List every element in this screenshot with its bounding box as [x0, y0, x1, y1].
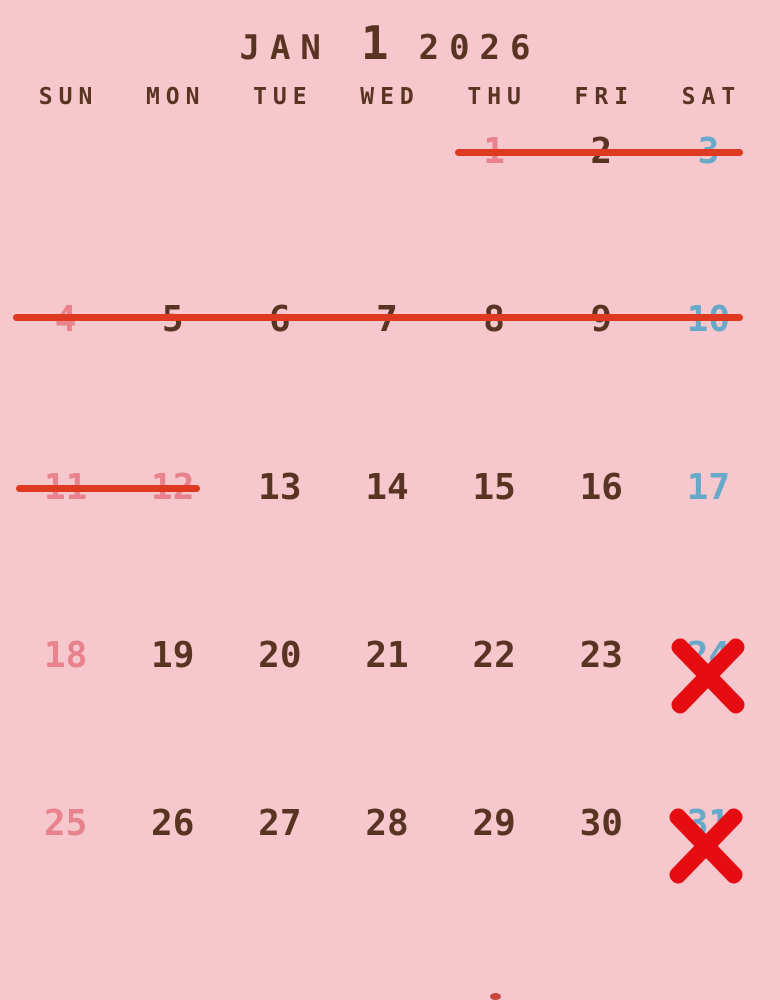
weekday-header-fri: FRI [574, 84, 635, 110]
day-cell-20: 20 [258, 635, 302, 676]
weekday-header-wed: WED [360, 84, 420, 110]
week-row-5: 25 26 27 28 29 30 31 [0, 794, 780, 854]
day-cell-27: 27 [258, 803, 302, 844]
weekday-header-sun: SUN [38, 84, 99, 110]
day-cell-21: 21 [365, 635, 409, 676]
day-cell-18: 18 [43, 635, 88, 676]
weekday-header-thu: THU [467, 84, 527, 110]
strike-line-days-1-3 [455, 149, 743, 156]
day-cell-22: 22 [472, 635, 516, 676]
weekday-header-mon: MON [145, 84, 206, 110]
strike-line-days-11-12 [16, 485, 200, 492]
day-cell-15: 15 [472, 467, 516, 508]
day-cell-19: 19 [151, 635, 195, 676]
day-cell-29: 29 [472, 803, 516, 844]
calendar-title: JAN 1 2026 [0, 16, 780, 70]
day-cell-23: 23 [579, 635, 623, 676]
cross-mark-day-31 [670, 809, 742, 883]
title-year: 2026 [418, 28, 541, 68]
day-cell-30: 30 [579, 803, 623, 844]
weekday-header-tue: TUE [253, 84, 313, 110]
title-day: 1 [360, 16, 389, 70]
weekday-header-row: SUN MON TUE WED THU FRI SAT [0, 80, 780, 114]
title-month: JAN [239, 28, 331, 68]
day-cell-17: 17 [686, 467, 731, 508]
weekday-header-sat: SAT [681, 84, 742, 110]
day-cell-14: 14 [365, 467, 409, 508]
day-cell-25: 25 [43, 803, 88, 844]
strike-line-days-4-10 [13, 314, 743, 321]
ink-dot [490, 993, 501, 1000]
day-cell-26: 26 [151, 803, 195, 844]
day-cell-13: 13 [258, 467, 302, 508]
day-cell-16: 16 [579, 467, 623, 508]
week-row-3: 11 12 13 14 15 16 17 [0, 458, 780, 518]
cross-mark-day-24 [672, 638, 744, 714]
week-row-4: 18 19 20 21 22 23 24 [0, 626, 780, 686]
day-cell-28: 28 [365, 803, 409, 844]
